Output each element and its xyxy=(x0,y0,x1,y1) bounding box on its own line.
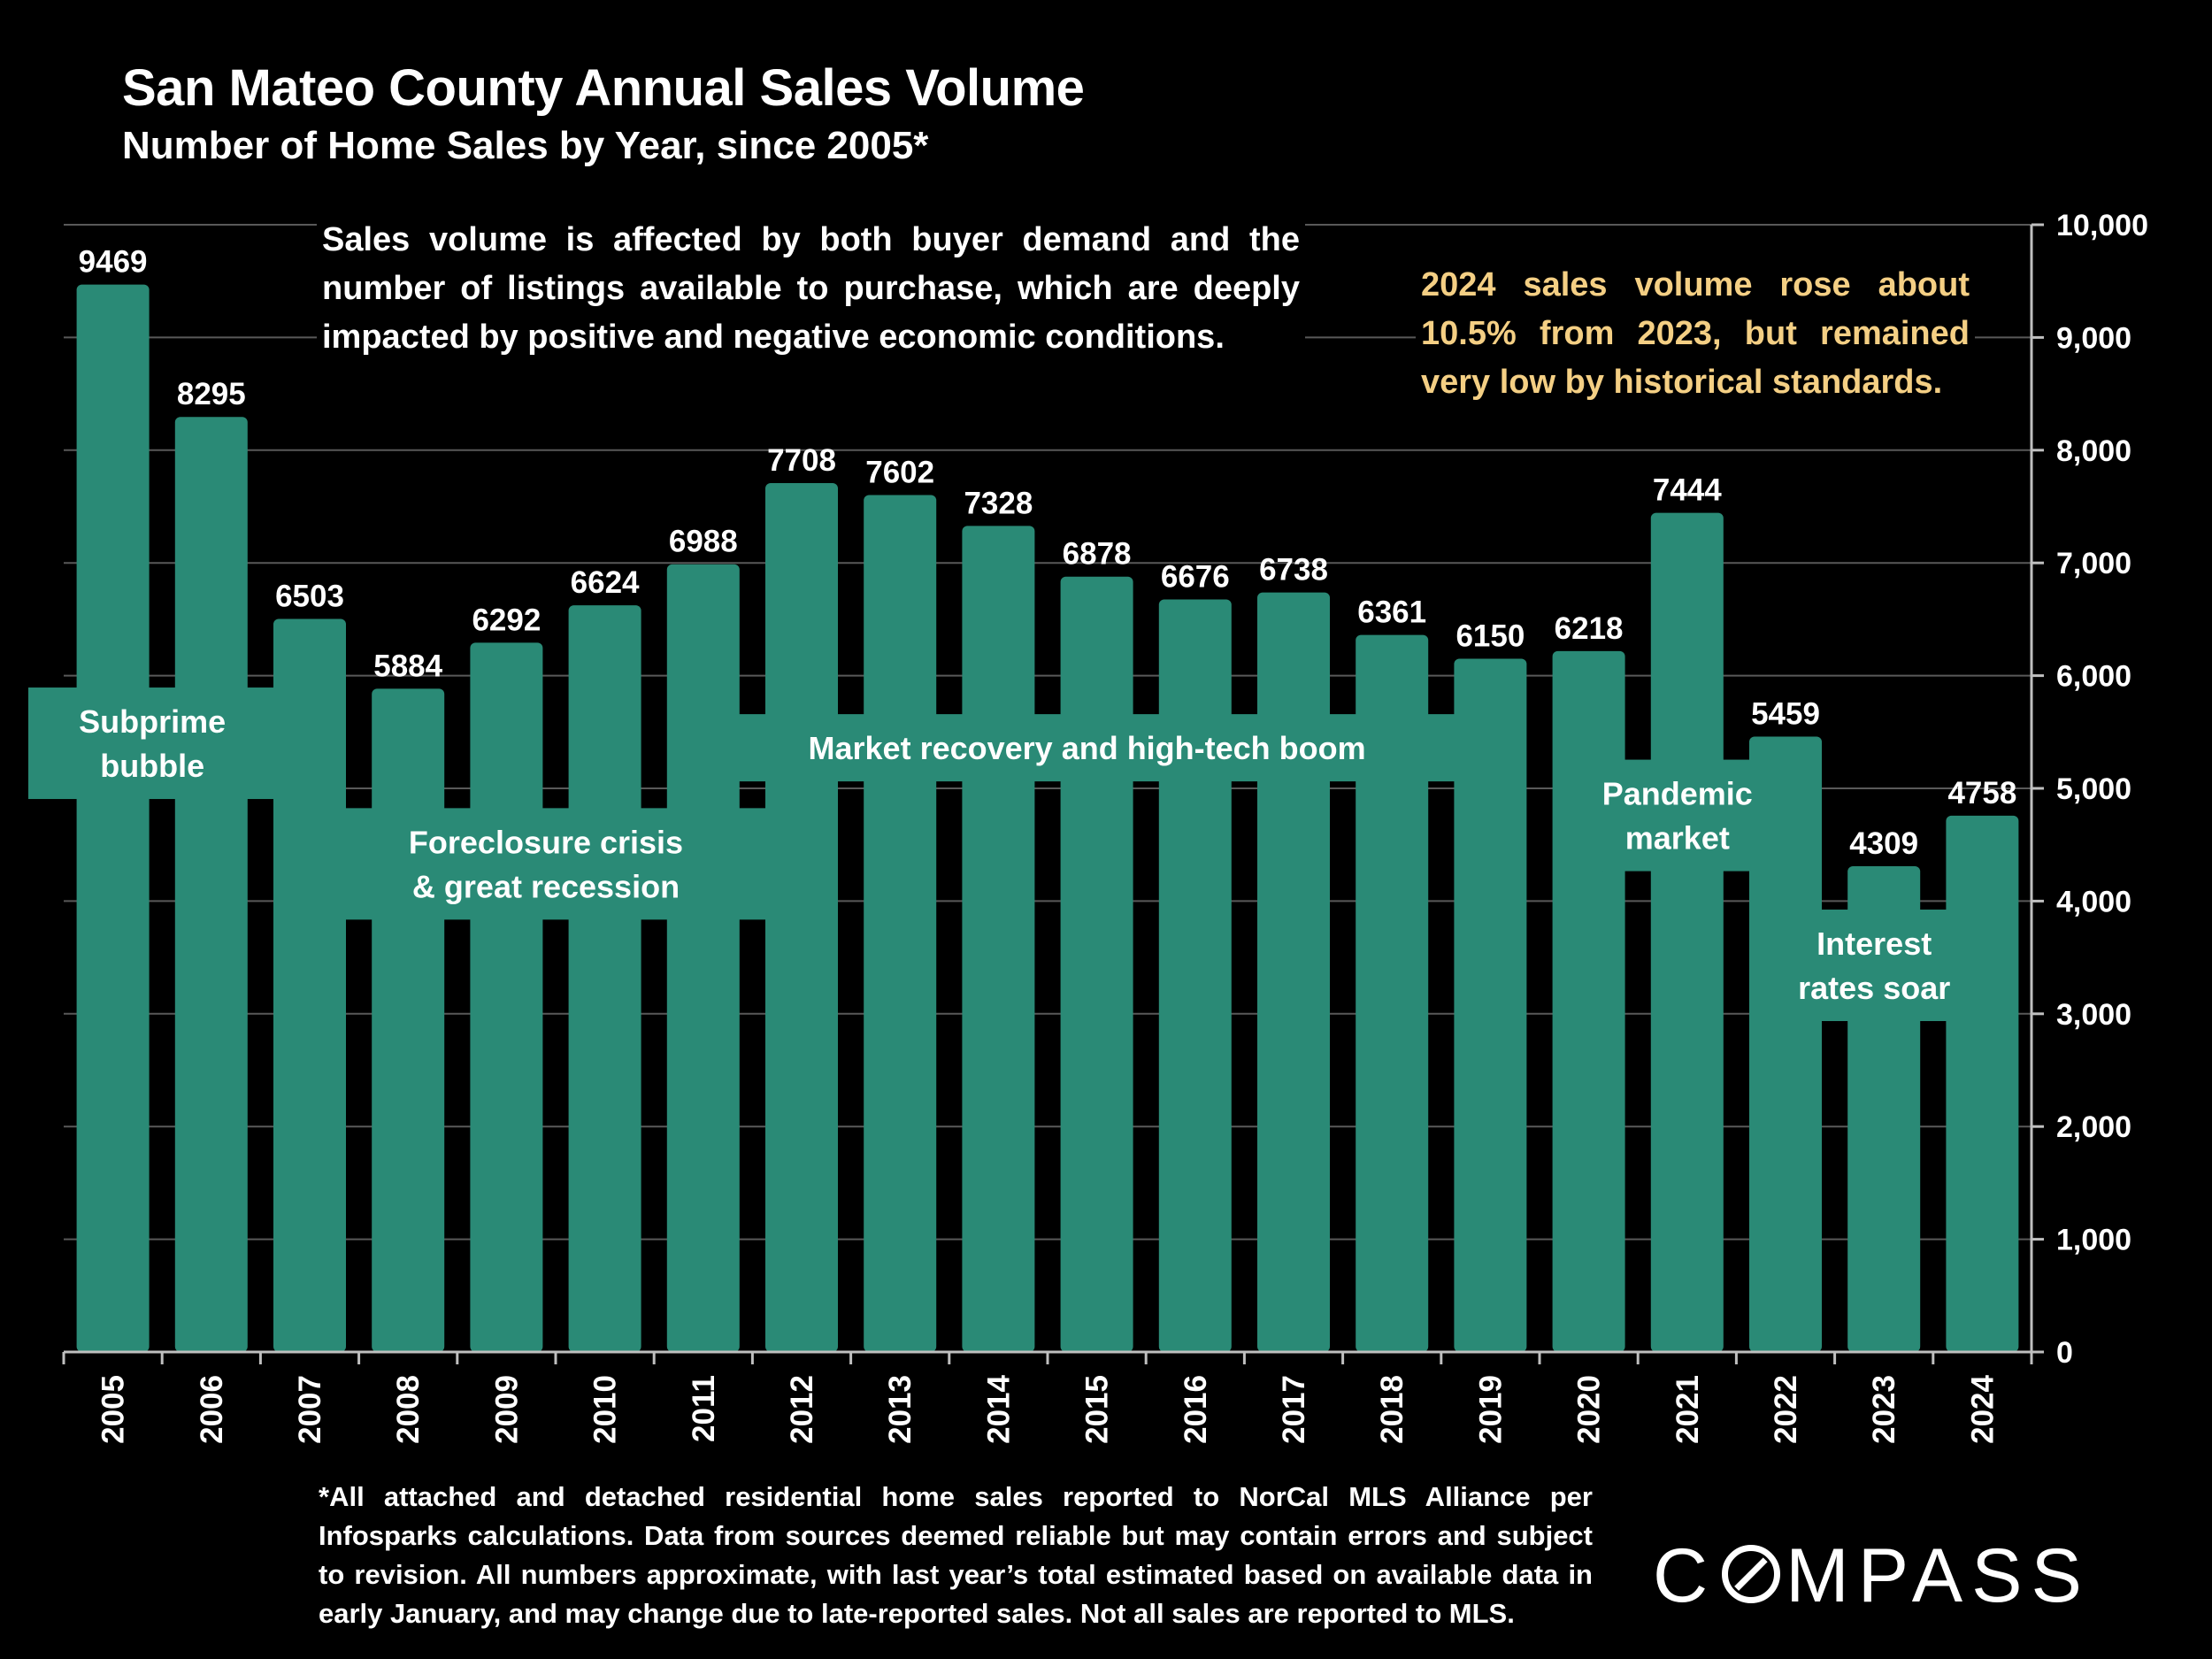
era-annotation-box xyxy=(28,687,277,800)
x-tick-label: 2016 xyxy=(1179,1375,1213,1444)
bar-value-label: 7328 xyxy=(964,486,1033,520)
era-annotation-label: market xyxy=(1625,820,1730,856)
era-annotation-box xyxy=(1799,910,1949,1022)
bar-value-label: 6361 xyxy=(1357,595,1426,630)
y-tick-label: 7,000 xyxy=(2056,547,2131,580)
bar-value-label: 6878 xyxy=(1063,537,1132,572)
highlight-note: 2024 sales volume rose about 10.5% from … xyxy=(1416,261,1975,407)
y-tick-label: 3,000 xyxy=(2056,998,2131,1032)
bar-value-label: 7708 xyxy=(767,443,836,478)
y-tick-label: 5,000 xyxy=(2056,772,2131,806)
bar-value-label: 6624 xyxy=(571,565,640,600)
y-tick-label: 9,000 xyxy=(2056,321,2131,355)
bar xyxy=(1946,815,2019,1352)
bar-value-label: 5459 xyxy=(1751,697,1820,732)
bar xyxy=(666,564,740,1352)
bar xyxy=(1060,576,1133,1352)
bar-value-label: 6988 xyxy=(669,525,738,559)
bar-value-label: 4758 xyxy=(1947,776,2016,810)
y-tick-label: 8,000 xyxy=(2056,434,2131,468)
bar xyxy=(174,417,248,1352)
bar-value-label: 6738 xyxy=(1259,553,1328,588)
x-tick-label: 2009 xyxy=(489,1375,524,1444)
x-tick-label: 2012 xyxy=(785,1375,819,1444)
bar xyxy=(962,526,1035,1352)
bar xyxy=(76,284,150,1352)
era-annotation-label: & great recession xyxy=(412,868,680,904)
bar xyxy=(273,618,346,1352)
y-tick-label: 0 xyxy=(2056,1336,2073,1370)
bar-value-label: 6503 xyxy=(275,580,344,614)
x-tick-label: 2006 xyxy=(195,1375,229,1444)
bar xyxy=(1158,599,1232,1352)
x-tick-label: 2010 xyxy=(588,1375,623,1444)
bar-value-label: 4309 xyxy=(1849,826,1918,861)
logo-text-start: C xyxy=(1653,1533,1717,1618)
bar xyxy=(864,495,937,1352)
era-annotation-label: Market recovery and high-tech boom xyxy=(809,730,1366,766)
compass-logo: C MPASS xyxy=(1653,1532,2091,1620)
x-tick-label: 2014 xyxy=(981,1374,1016,1443)
x-tick-label: 2021 xyxy=(1671,1375,1705,1444)
bar xyxy=(1552,650,1625,1352)
x-tick-label: 2017 xyxy=(1277,1375,1311,1444)
x-tick-label: 2013 xyxy=(883,1375,918,1444)
y-tick-label: 4,000 xyxy=(2056,885,2131,918)
y-tick-label: 2,000 xyxy=(2056,1110,2131,1144)
bar xyxy=(568,605,641,1352)
bar xyxy=(765,483,838,1352)
era-annotation-box xyxy=(1602,759,1753,872)
x-tick-label: 2015 xyxy=(1080,1375,1115,1444)
bar-value-label: 7602 xyxy=(865,456,934,490)
y-tick-label: 6,000 xyxy=(2056,660,2131,694)
bar xyxy=(372,688,445,1352)
bar-value-label: 5884 xyxy=(373,649,442,683)
era-annotation-box xyxy=(323,808,769,920)
x-tick-label: 2007 xyxy=(293,1375,327,1444)
y-tick-label: 1,000 xyxy=(2056,1224,2131,1257)
era-annotation-label: bubble xyxy=(100,748,204,784)
x-tick-label: 2008 xyxy=(391,1375,426,1444)
era-annotation-label: rates soar xyxy=(1798,970,1950,1006)
x-tick-label: 2023 xyxy=(1867,1375,1901,1444)
compass-o-icon xyxy=(1722,1545,1781,1603)
bar-value-label: 8295 xyxy=(177,377,246,411)
y-tick-label: 10,000 xyxy=(2056,209,2148,242)
bar-value-label: 6292 xyxy=(472,603,541,637)
era-annotation-label: Foreclosure crisis xyxy=(409,824,683,860)
x-tick-label: 2005 xyxy=(96,1375,131,1444)
x-tick-label: 2022 xyxy=(1769,1375,1803,1444)
bar-value-label: 9469 xyxy=(79,245,148,280)
context-note: Sales volume is affected by both buyer d… xyxy=(317,214,1305,364)
bar xyxy=(1257,592,1330,1352)
logo-text-end: MPASS xyxy=(1786,1533,2091,1618)
bar-value-label: 7444 xyxy=(1653,473,1722,508)
chart-subtitle: Number of Home Sales by Year, since 2005… xyxy=(122,124,929,167)
chart-title: San Mateo County Annual Sales Volume xyxy=(122,59,1085,117)
x-tick-label: 2019 xyxy=(1473,1375,1508,1444)
bar xyxy=(470,642,543,1352)
x-tick-label: 2011 xyxy=(687,1375,721,1442)
x-tick-label: 2020 xyxy=(1572,1375,1607,1444)
bar xyxy=(1356,634,1429,1352)
x-tick-label: 2018 xyxy=(1375,1375,1409,1444)
bar-value-label: 6150 xyxy=(1455,618,1525,653)
era-annotation-label: Pandemic xyxy=(1602,776,1753,812)
era-annotation-label: Subprime xyxy=(79,703,226,740)
bar-value-label: 6676 xyxy=(1161,559,1230,594)
bar-value-label: 6218 xyxy=(1555,611,1624,646)
bar xyxy=(1749,736,1822,1352)
x-tick-label: 2024 xyxy=(1965,1374,2000,1443)
era-annotation-label: Interest xyxy=(1816,926,1932,962)
bar xyxy=(1454,658,1527,1352)
era-annotation-box xyxy=(717,714,1457,782)
bar xyxy=(1650,512,1724,1352)
footnote: *All attached and detached residential h… xyxy=(319,1481,1593,1629)
